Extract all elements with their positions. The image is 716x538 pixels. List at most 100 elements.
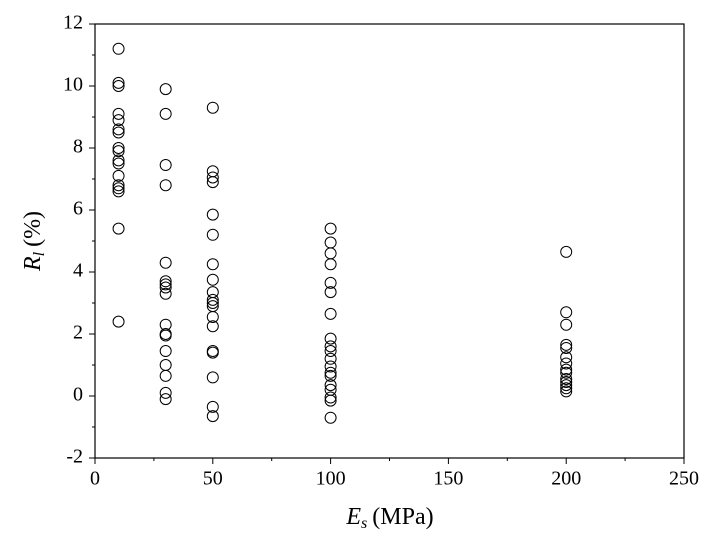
- point: [206, 297, 219, 309]
- point: [560, 363, 573, 376]
- point: [324, 360, 337, 373]
- point: [206, 176, 219, 189]
- point: [560, 357, 573, 370]
- point: [206, 293, 219, 306]
- point: [560, 376, 573, 389]
- point: [324, 366, 337, 379]
- point: [112, 76, 125, 89]
- y-tick-label: 12: [63, 12, 83, 34]
- point: [206, 400, 219, 413]
- y-tick-label: 4: [73, 260, 83, 282]
- point: [206, 101, 219, 114]
- point: [206, 228, 219, 241]
- point: [324, 307, 337, 320]
- y-axis-title: Rl (%): [20, 211, 48, 272]
- point: [206, 208, 219, 221]
- point: [324, 345, 337, 358]
- point: [159, 359, 172, 371]
- point: [206, 320, 219, 333]
- point: [112, 315, 125, 328]
- point: [560, 351, 573, 364]
- point: [159, 281, 172, 294]
- point: [159, 369, 172, 382]
- point: [159, 256, 172, 269]
- x-tick-label: 50: [203, 468, 223, 490]
- point: [324, 332, 337, 345]
- point: [112, 157, 125, 170]
- point: [112, 142, 125, 154]
- point: [324, 236, 337, 249]
- point: [560, 318, 573, 331]
- point: [324, 258, 337, 271]
- y-tick-label: 8: [73, 136, 83, 158]
- point: [112, 123, 125, 136]
- point: [159, 393, 172, 406]
- point: [324, 340, 337, 353]
- y-tick-label: -2: [66, 446, 83, 468]
- point: [206, 165, 219, 178]
- point: [159, 159, 172, 172]
- y-tick-label: 2: [73, 322, 83, 344]
- plot-frame: [94, 23, 685, 459]
- point: [159, 278, 172, 291]
- point: [112, 114, 125, 127]
- point: [206, 258, 219, 271]
- point: [159, 275, 172, 288]
- point: [324, 369, 337, 382]
- point: [112, 182, 125, 195]
- point: [206, 300, 219, 313]
- point: [112, 169, 125, 182]
- x-axis-title: Es (MPa): [345, 504, 433, 532]
- x-tick-label: 100: [316, 468, 346, 490]
- point: [112, 154, 125, 167]
- point: [560, 366, 573, 379]
- point: [112, 185, 125, 198]
- point: [112, 145, 125, 158]
- x-tick-label: 150: [433, 468, 463, 490]
- point: [560, 338, 573, 351]
- point: [159, 386, 172, 399]
- point: [206, 273, 219, 286]
- point: [324, 247, 337, 260]
- y-subscript: l: [31, 251, 48, 256]
- x-subscript: s: [361, 515, 367, 532]
- point: [112, 222, 125, 235]
- point: [560, 341, 573, 354]
- point: [324, 222, 337, 235]
- y-tick-label: 6: [73, 198, 83, 220]
- point: [324, 276, 337, 289]
- point: [159, 345, 172, 358]
- point: [560, 372, 573, 385]
- point: [112, 80, 125, 92]
- point: [560, 245, 573, 258]
- point: [112, 107, 125, 120]
- y-tick-label: 0: [73, 384, 83, 406]
- point: [560, 385, 573, 398]
- point: [159, 329, 172, 342]
- point: [206, 346, 219, 359]
- point: [159, 83, 172, 96]
- point: [560, 306, 573, 319]
- point: [324, 391, 337, 404]
- point: [324, 379, 337, 392]
- point: [159, 179, 172, 192]
- point: [324, 411, 337, 424]
- x-unit: (MPa): [372, 504, 433, 530]
- point: [324, 394, 337, 407]
- point: [159, 107, 172, 120]
- point: [206, 371, 219, 384]
- point: [206, 410, 219, 423]
- point: [324, 286, 337, 299]
- x-tick-label: 250: [669, 468, 699, 490]
- x-tick-label: 0: [90, 468, 100, 490]
- point: [206, 310, 219, 323]
- point: [206, 171, 219, 184]
- point: [560, 382, 573, 395]
- y-unit: (%): [20, 211, 46, 247]
- y-symbol: R: [20, 256, 46, 272]
- point: [560, 379, 573, 392]
- x-symbol: E: [345, 504, 361, 530]
- y-tick-label: 10: [63, 74, 83, 96]
- x-tick-label: 200: [551, 468, 581, 490]
